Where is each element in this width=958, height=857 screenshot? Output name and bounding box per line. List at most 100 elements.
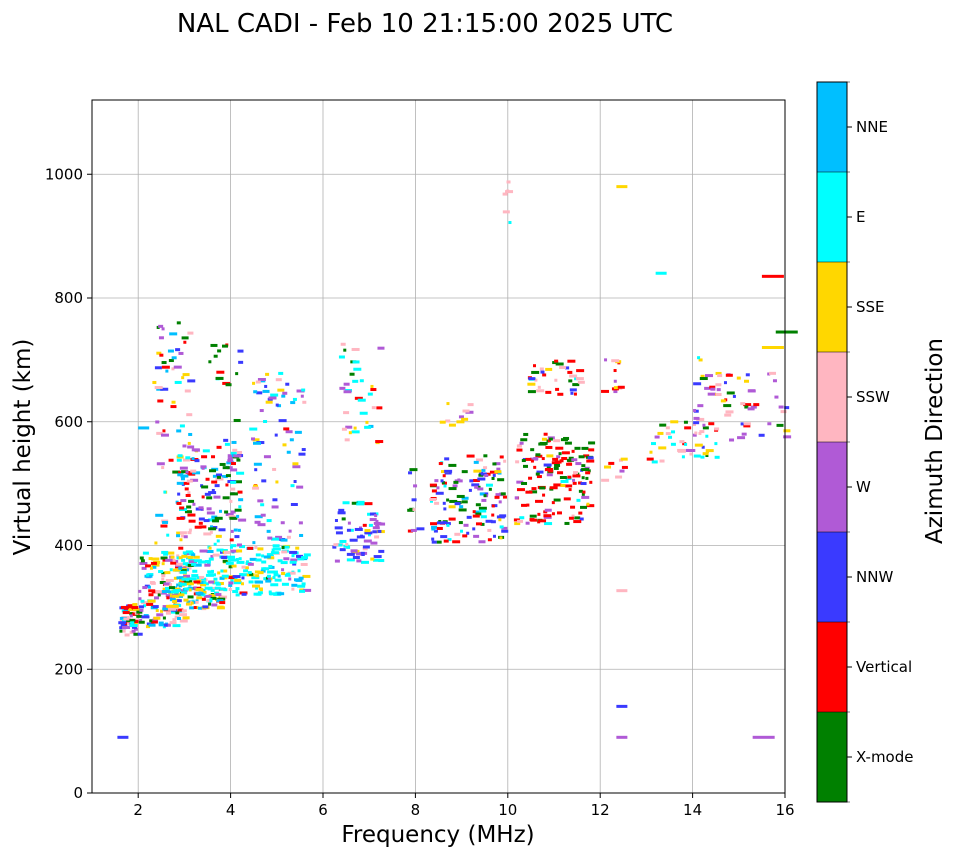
echo-point (514, 496, 519, 500)
echo-point (233, 581, 242, 585)
echo-point (217, 349, 222, 353)
echo-point (588, 441, 596, 445)
echo-point (341, 517, 346, 521)
echo-point (679, 440, 685, 444)
echo-point (274, 433, 278, 437)
echo-point (481, 498, 487, 502)
echo-point (187, 331, 194, 335)
echo-point (346, 545, 351, 549)
echo-point (704, 386, 712, 390)
echo-point (219, 462, 226, 466)
echo-point (758, 433, 765, 437)
echo-point (216, 473, 223, 477)
echo-point (155, 420, 160, 424)
x-tick-label: 16 (775, 801, 794, 819)
echo-point (444, 457, 450, 461)
echo-point (441, 481, 445, 485)
echo-point (335, 543, 343, 547)
echo-point (410, 528, 417, 532)
echo-point (180, 534, 184, 538)
echo-point (252, 438, 260, 442)
echo-point (517, 519, 524, 523)
echo-point (252, 441, 261, 445)
echo-point (270, 583, 279, 587)
echo-point (542, 373, 547, 377)
grid-lines (92, 100, 786, 794)
echo-point (458, 508, 467, 512)
echo-point (171, 356, 177, 360)
echo-point (259, 409, 264, 413)
echo-point (187, 531, 192, 535)
echo-point (170, 594, 174, 598)
echo-point (179, 424, 185, 428)
echo-point (540, 370, 545, 374)
echo-point (139, 562, 148, 566)
echo-point (217, 597, 226, 601)
echo-point (273, 573, 279, 577)
echo-point (181, 591, 188, 595)
echo-point (187, 441, 191, 445)
echo-point (283, 427, 290, 431)
echo-point (701, 445, 705, 449)
echo-point (367, 512, 372, 516)
echo-point (172, 470, 181, 474)
echo-point (179, 570, 187, 574)
echo-point (229, 538, 234, 542)
echo-point (263, 577, 269, 581)
echo-point (291, 554, 295, 558)
echo-point (169, 621, 177, 625)
echo-point (225, 383, 232, 387)
echo-point (222, 569, 228, 573)
echo-point (206, 496, 213, 500)
echo-point (295, 578, 303, 582)
echo-point (214, 586, 221, 590)
echo-point (377, 529, 382, 533)
echo-point (296, 389, 305, 393)
echo-point (167, 595, 176, 599)
echo-point (364, 425, 372, 429)
y-tick-label: 1000 (45, 165, 83, 183)
echo-point (236, 549, 243, 553)
echo-point (572, 478, 576, 482)
echo-point (747, 389, 756, 393)
echo-point (183, 582, 190, 586)
x-tick-label: 2 (133, 801, 143, 819)
echo-point (547, 439, 551, 443)
echo-point (194, 459, 200, 463)
echo-point (172, 618, 177, 622)
echo-point (172, 568, 181, 572)
echo-point (242, 573, 248, 577)
echo-point (563, 497, 571, 501)
echo-point (448, 423, 456, 427)
echo-point (462, 409, 470, 413)
echo-point (525, 490, 533, 494)
echo-point (214, 516, 223, 520)
echo-point (533, 465, 537, 469)
echo-point (209, 530, 213, 534)
echo-point (184, 389, 191, 393)
echo-point (138, 597, 142, 601)
echo-point (588, 448, 595, 452)
echo-point (354, 396, 363, 400)
echo-point (715, 383, 722, 387)
echo-point (447, 538, 452, 542)
echo-point (681, 455, 685, 459)
echo-point (136, 610, 143, 614)
y-axis-ticks: 0 200 400 600 800 1000 (45, 165, 92, 802)
echo-point (181, 558, 186, 562)
echo-point (189, 606, 195, 610)
echo-point (185, 471, 192, 475)
echo-point (183, 481, 190, 485)
echo-point (234, 578, 242, 582)
echo-point (176, 531, 182, 535)
echo-point (581, 464, 586, 468)
echo-point (162, 625, 166, 629)
echo-point (714, 442, 718, 446)
echo-point (659, 459, 665, 463)
echo-point (725, 373, 733, 377)
echo-point (527, 390, 536, 394)
echo-point (461, 470, 468, 474)
echo-point (268, 592, 272, 596)
echo-point (772, 379, 777, 383)
echo-point (176, 556, 180, 560)
